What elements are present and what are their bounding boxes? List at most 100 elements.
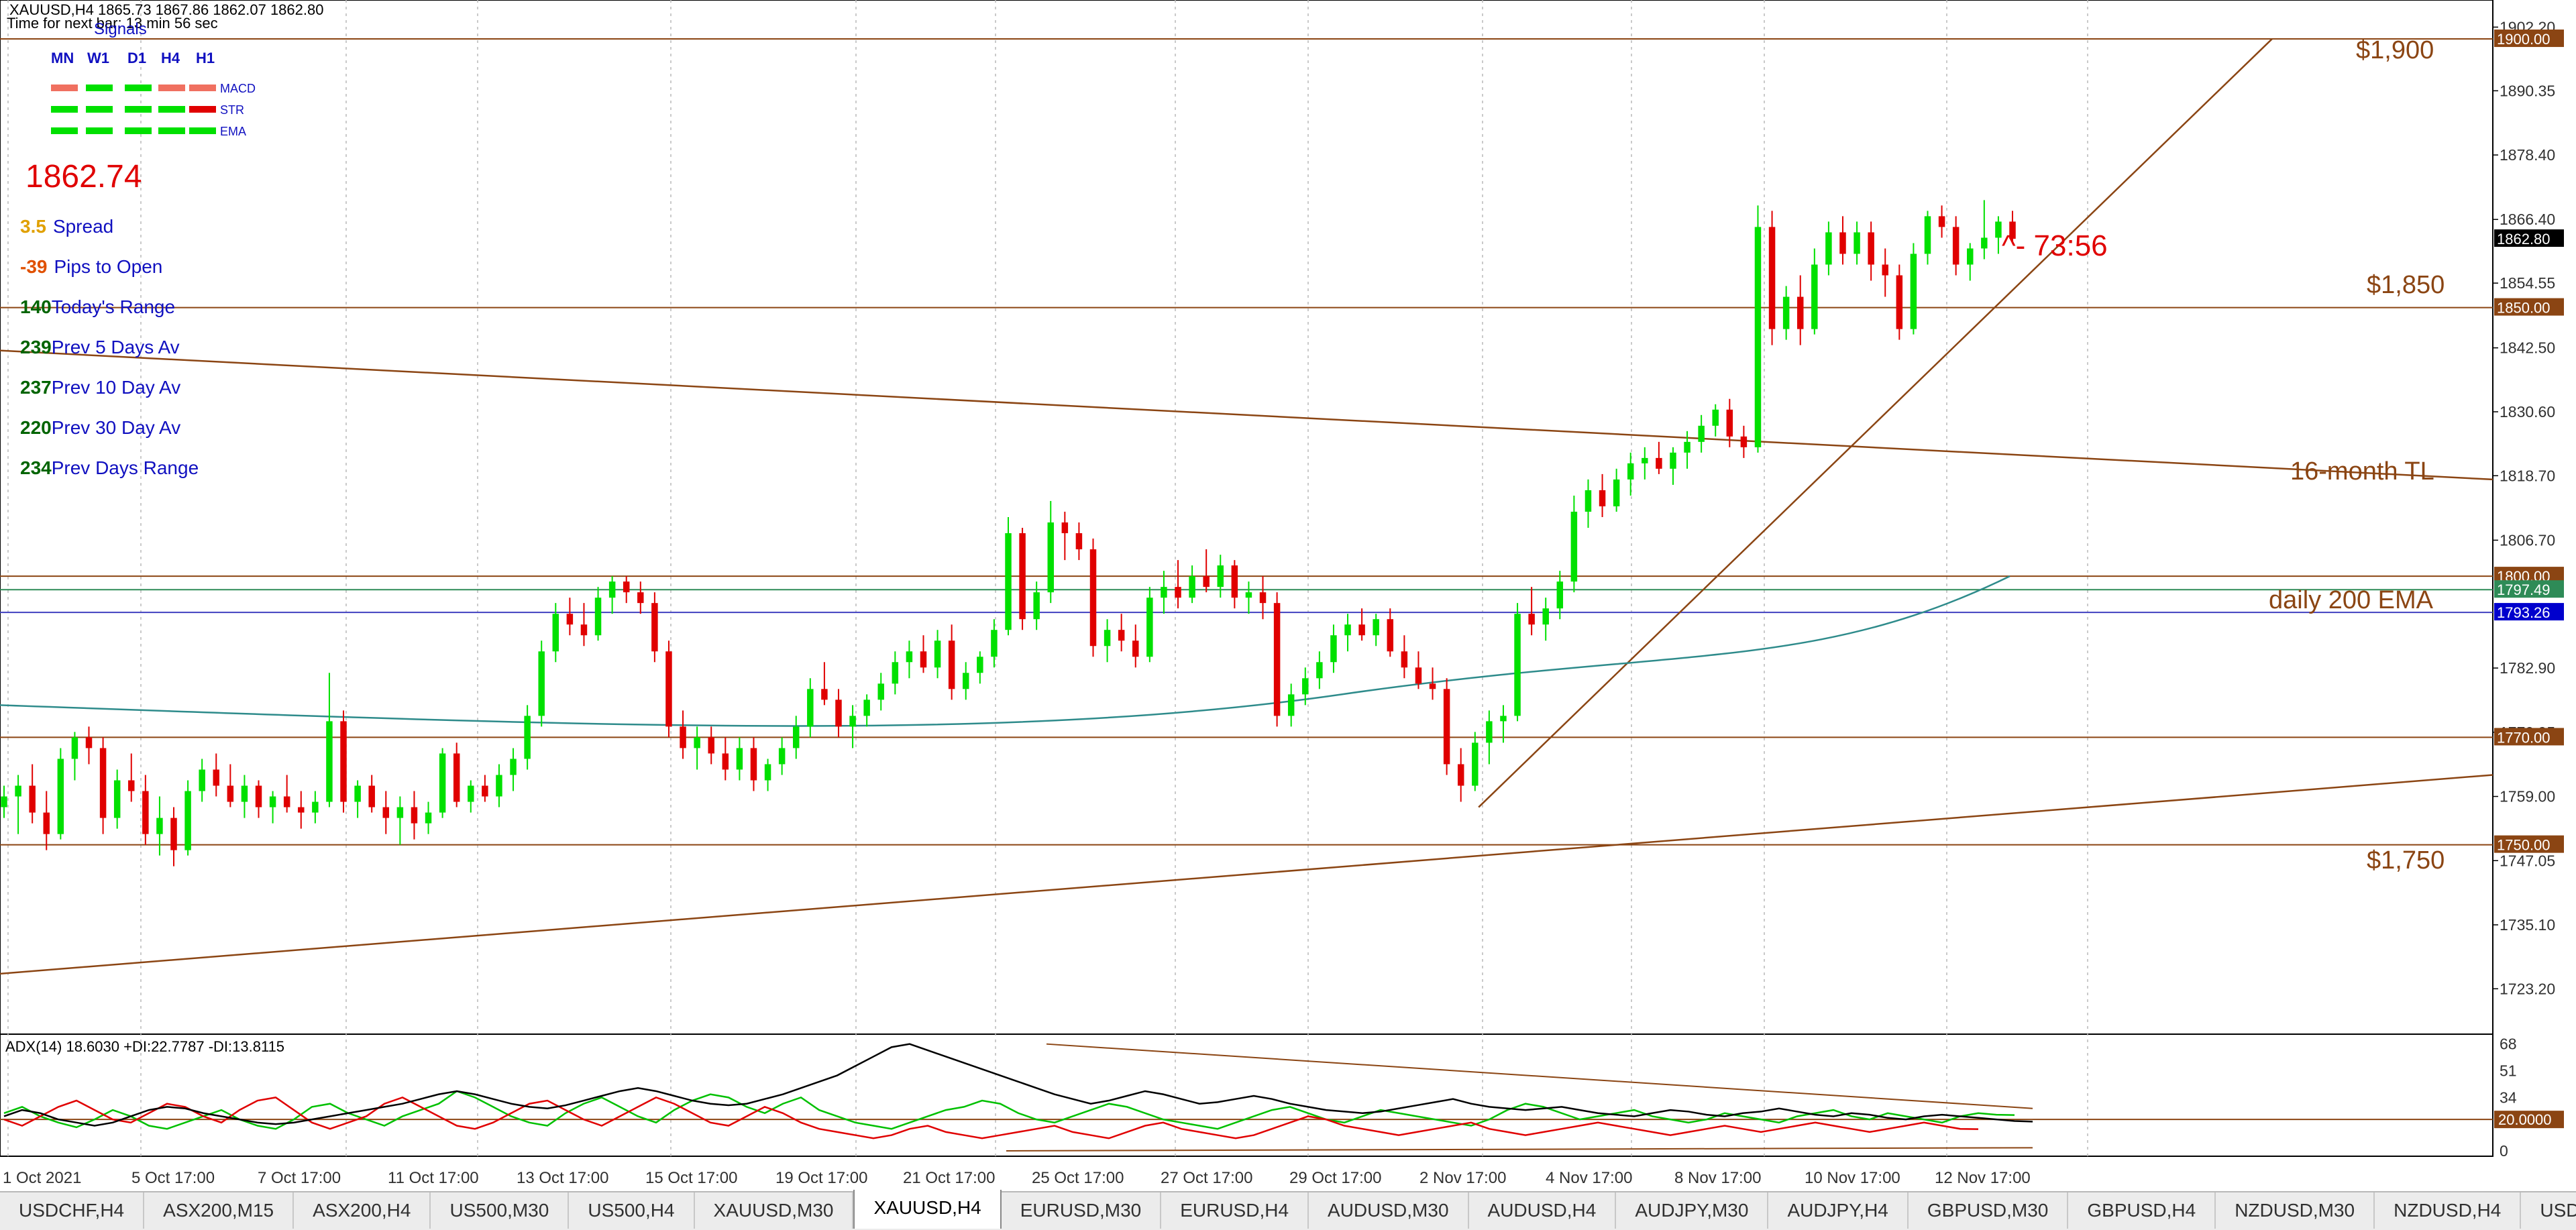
tab-audjpy-h4[interactable]: AUDJPY,H4 <box>1768 1192 1909 1229</box>
candle-body <box>1981 237 1988 249</box>
candle-body <box>1712 409 1719 426</box>
signal-dash <box>189 85 216 91</box>
price-tick-label: 1782.90 <box>2500 659 2555 677</box>
candle-body <box>15 785 21 797</box>
chart-title: XAUUSD,H4 1865.73 1867.86 1862.07 1862.8… <box>9 1 324 18</box>
minus-di-line <box>3 1096 1979 1139</box>
tab-gbpusd-h4[interactable]: GBPUSD,H4 <box>2068 1192 2216 1229</box>
time-axis-label: 11 Oct 17:00 <box>388 1169 479 1187</box>
stat-prev10-value: 237 <box>20 377 52 398</box>
tab-xauusd-h4[interactable]: XAUUSD,H4 <box>853 1190 1002 1229</box>
candle-body <box>1443 689 1450 765</box>
candle-body <box>1684 441 1690 453</box>
plus-di-line <box>3 1090 2015 1130</box>
candle-body <box>1782 296 1790 329</box>
candle-body <box>849 716 856 727</box>
tf-label-d1: D1 <box>127 50 147 66</box>
candle-body <box>368 785 375 807</box>
tab-nzdusd-m30[interactable]: NZDUSD,M30 <box>2216 1192 2375 1229</box>
candle-body <box>1924 216 1931 254</box>
candle-body <box>750 748 757 781</box>
tab-audjpy-m30[interactable]: AUDJPY,M30 <box>1616 1192 1769 1229</box>
trendline <box>0 774 2493 975</box>
tab-usdchf-h4[interactable]: USDCHF,H4 <box>0 1192 145 1229</box>
tab-asx200-m15[interactable]: ASX200,M15 <box>144 1192 294 1229</box>
tab-eurusd-h4[interactable]: EURUSD,H4 <box>1161 1192 1309 1229</box>
candle-body <box>1175 587 1181 598</box>
candle-body <box>340 721 347 802</box>
candle-body <box>1472 742 1479 786</box>
tab-asx200-h4[interactable]: ASX200,H4 <box>294 1192 431 1229</box>
candle-body <box>1075 533 1083 550</box>
tab-eurusd-m30[interactable]: EURUSD,M30 <box>1002 1192 1162 1229</box>
signal-dash <box>125 127 152 134</box>
candle-body <box>1019 533 1026 620</box>
signal-dash <box>51 127 78 134</box>
candle-body <box>1273 603 1281 716</box>
stat-prev30-label: Prev 30 Day Av <box>51 417 181 438</box>
signal-dash <box>189 127 216 134</box>
candle-body <box>298 807 305 813</box>
candle-body <box>948 640 955 689</box>
candle-body <box>1556 581 1564 609</box>
candle-body <box>1005 533 1012 630</box>
price-badge <box>2494 298 2564 316</box>
signal-dash <box>86 127 113 134</box>
tab-usd-partial[interactable]: USD <box>2521 1192 2576 1229</box>
time-axis-label: 1 Oct 2021 <box>3 1169 81 1187</box>
price-tick-label: 1842.50 <box>2500 339 2555 357</box>
candle-body <box>1938 216 1945 227</box>
candle-body <box>1161 587 1167 598</box>
candle-body <box>1627 463 1634 480</box>
tab-audusd-m30[interactable]: AUDUSD,M30 <box>1309 1192 1469 1229</box>
price-badge-label: 1770.00 <box>2497 729 2551 746</box>
annotation-1900: $1,900 <box>2356 36 2434 64</box>
tab-audusd-h4[interactable]: AUDUSD,H4 <box>1469 1192 1617 1229</box>
tab-us500-h4[interactable]: US500,H4 <box>569 1192 695 1229</box>
main-plot-frame <box>0 0 2493 1035</box>
price-tick-label: 1818.70 <box>2500 467 2555 484</box>
signals-title: Signals <box>94 20 147 38</box>
candle-body <box>807 689 814 727</box>
candle-body <box>326 721 333 802</box>
candle-body <box>524 716 531 759</box>
price-tick-label: 1830.60 <box>2500 403 2555 421</box>
candle-body <box>1656 457 1662 469</box>
symbol-tab-bar: USDCHF,H4 ASX200,M15 ASX200,H4 US500,M30… <box>0 1190 2576 1230</box>
candle-body <box>128 780 135 791</box>
adx-line <box>3 1043 2033 1127</box>
tf-label-mn: MN <box>51 50 74 66</box>
tab-xauusd-m30[interactable]: XAUUSD,M30 <box>695 1192 854 1229</box>
candle-body <box>835 700 842 727</box>
candle-body <box>1118 630 1125 641</box>
adx-tick-label: 51 <box>2500 1062 2517 1080</box>
tab-gbpusd-m30[interactable]: GBPUSD,M30 <box>1909 1192 2069 1229</box>
candle-body <box>184 791 191 850</box>
candle-body <box>1698 425 1705 442</box>
tab-us500-m30[interactable]: US500,M30 <box>431 1192 570 1229</box>
candle-body <box>1429 683 1436 689</box>
time-axis-label: 19 Oct 17:00 <box>775 1169 867 1187</box>
price-badge-label: 1850.00 <box>2497 300 2551 317</box>
signal-row-macd: MACD <box>220 82 256 95</box>
signal-row-str: STR <box>220 103 244 117</box>
stat-prevdays: 234Prev Days Range <box>20 457 199 479</box>
candle-body <box>1287 694 1295 716</box>
price-tick-label: 1747.05 <box>2500 852 2555 869</box>
candle-body <box>651 603 658 652</box>
candle-body <box>623 581 630 593</box>
signal-dash <box>189 106 216 113</box>
candle-body <box>241 785 248 802</box>
price-tick-label: 1866.40 <box>2500 211 2555 228</box>
candle-body <box>283 796 290 807</box>
tab-nzdusd-h4[interactable]: NZDUSD,H4 <box>2375 1192 2522 1229</box>
candle-body <box>255 785 262 807</box>
price-badge <box>2494 229 2564 247</box>
time-axis-label: 27 Oct 17:00 <box>1161 1169 1252 1187</box>
signal-row-ema: EMA <box>220 125 247 138</box>
signal-dash <box>86 106 113 113</box>
candle-body <box>1910 254 1917 329</box>
candle-body <box>1061 522 1069 534</box>
